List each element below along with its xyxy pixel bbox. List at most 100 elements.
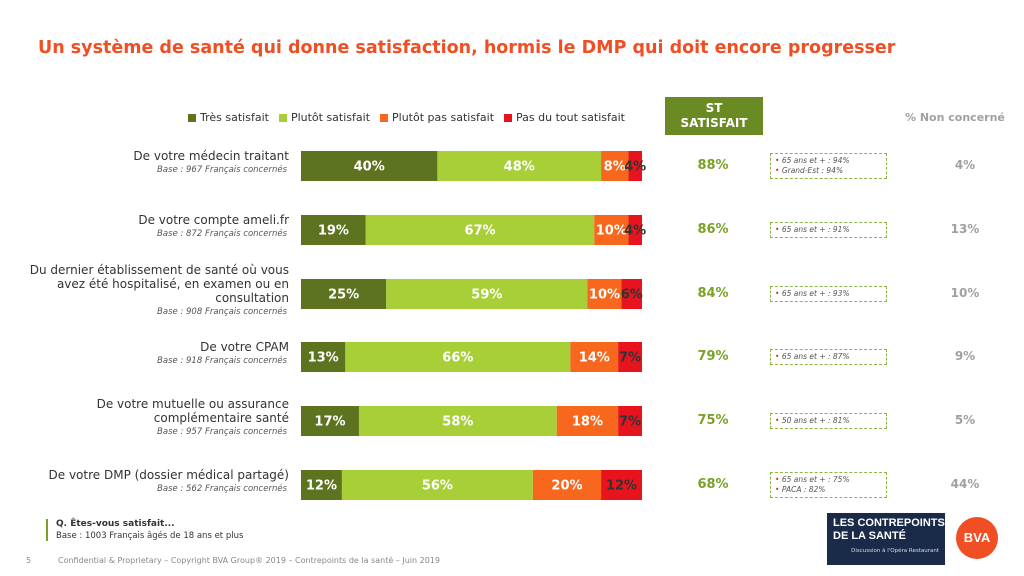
legend-swatch-pas-du-tout bbox=[504, 113, 513, 122]
bar-value-label: 40% bbox=[354, 160, 385, 175]
bar-segment bbox=[532, 470, 602, 500]
bar-segment bbox=[301, 406, 359, 436]
non-concerne-header: % Non concerné bbox=[905, 111, 1005, 124]
bar-value-label: 4% bbox=[624, 224, 646, 239]
logo-line-1: LES CONTREPOINTS bbox=[833, 517, 945, 529]
legend-label-pas-du-tout: Pas du tout satisfait bbox=[516, 111, 625, 124]
row-base: Base : 957 Français concernés bbox=[157, 427, 287, 437]
segment-note: 65 ans et + : 94% bbox=[775, 156, 882, 166]
row-label: De votre médecin traitant bbox=[133, 149, 289, 163]
segment-note-box: 65 ans et + : 91% bbox=[770, 222, 887, 238]
bar-segment bbox=[621, 279, 642, 309]
legend-label-plutot: Plutôt satisfait bbox=[290, 111, 371, 124]
non-concerne-value: 4% bbox=[954, 158, 976, 172]
bar-value-label: 10% bbox=[596, 224, 627, 239]
question-base: Base : 1003 Français âgés de 18 ans et p… bbox=[56, 531, 244, 541]
segment-note: 65 ans et + : 87% bbox=[775, 352, 882, 362]
bar-segment bbox=[618, 342, 642, 372]
bar-segment bbox=[301, 151, 438, 181]
non-concerne-value: 9% bbox=[954, 349, 976, 363]
row-base: Base : 967 Français concernés bbox=[157, 165, 287, 175]
segment-note: 65 ans et + : 93% bbox=[775, 289, 882, 299]
non-concerne-value: 5% bbox=[954, 413, 976, 427]
question-text: Q. Êtes-vous satisfait... bbox=[56, 519, 175, 529]
st-satisfait-value: 88% bbox=[697, 158, 729, 173]
st-satisfait-header: ST SATISFAIT bbox=[665, 97, 763, 135]
legend-label-tres: Très satisfait bbox=[200, 111, 269, 124]
bar-value-label: 19% bbox=[318, 224, 349, 239]
bar-segment bbox=[386, 279, 588, 309]
bar-value-label: 58% bbox=[442, 415, 473, 430]
logo-line-2: DE LA SANTÉ bbox=[833, 530, 906, 542]
segment-note-box: 50 ans et + : 81% bbox=[770, 413, 887, 429]
legend-swatch-plutot bbox=[278, 113, 287, 122]
bar-value-label: 8% bbox=[604, 160, 626, 175]
bar-segment bbox=[570, 342, 619, 372]
bar-value-label: 56% bbox=[422, 479, 453, 494]
bar-segment bbox=[587, 279, 622, 309]
st-header-text: ST SATISFAIT bbox=[680, 101, 747, 130]
segment-note-box: 65 ans et + : 94%Grand-Est : 94% bbox=[770, 153, 887, 179]
bar-segment bbox=[358, 406, 557, 436]
st-header-line: SATISFAIT bbox=[680, 116, 748, 130]
row-label: De votre DMP (dossier médical partagé) bbox=[48, 468, 289, 482]
footer-copyright: Confidential & Proprietary – Copyright B… bbox=[58, 556, 440, 565]
legend-item-tres: Très satisfait bbox=[188, 111, 269, 124]
row-label: De votre mutuelle ou assurance complémen… bbox=[96, 397, 289, 425]
bar-segment bbox=[301, 342, 346, 372]
row-base: Base : 918 Français concernés bbox=[157, 356, 287, 366]
row-label: De votre CPAM bbox=[200, 340, 289, 354]
bar-value-label: 67% bbox=[464, 224, 495, 239]
bar-segment bbox=[594, 215, 629, 245]
st-satisfait-value: 68% bbox=[697, 477, 729, 492]
bar-segment bbox=[628, 215, 642, 245]
legend-swatch-tres bbox=[188, 113, 196, 122]
bar-value-label: 12% bbox=[606, 479, 637, 494]
bar-value-label: 7% bbox=[619, 415, 641, 430]
non-concerne-value: 13% bbox=[950, 222, 980, 236]
bar-value-label: 66% bbox=[442, 351, 473, 366]
st-satisfait-value: 84% bbox=[697, 286, 729, 301]
bva-logo: BVA bbox=[956, 517, 998, 559]
bar-value-label: 4% bbox=[624, 160, 646, 175]
bar-value-label: 14% bbox=[579, 351, 610, 366]
st-satisfait-value: 79% bbox=[697, 349, 729, 364]
bar-value-label: 48% bbox=[504, 160, 535, 175]
bar-segment bbox=[601, 470, 642, 500]
bar-value-label: 12% bbox=[306, 479, 337, 494]
bar-segment bbox=[301, 215, 366, 245]
bar-value-label: 6% bbox=[621, 288, 643, 303]
bar-segment bbox=[301, 279, 387, 309]
question-block: Q. Êtes-vous satisfait... Base : 1003 Fr… bbox=[46, 519, 243, 541]
row-base: Base : 908 Français concernés bbox=[157, 307, 287, 317]
bar-segment bbox=[301, 470, 342, 500]
segment-note-box: 65 ans et + : 75%PACA : 82% bbox=[770, 472, 887, 498]
non-concerne-value: 10% bbox=[950, 286, 980, 300]
page-title: Un système de santé qui donne satisfacti… bbox=[38, 38, 896, 58]
chart-legend: Très satisfait Plutôt satisfait Plutôt p… bbox=[188, 111, 625, 124]
legend-label-plutot-pas: Plutôt pas satisfait bbox=[392, 111, 495, 124]
legend-item-plutot-pas: Plutôt pas satisfait bbox=[380, 111, 494, 124]
bar-value-label: 59% bbox=[471, 288, 502, 303]
bar-segment bbox=[618, 406, 642, 436]
contrepoints-logo: LES CONTREPOINTS DE LA SANTÉ Discussion … bbox=[827, 513, 945, 565]
segment-note: 65 ans et + : 91% bbox=[775, 225, 882, 235]
bar-segment bbox=[556, 406, 619, 436]
bar-value-label: 13% bbox=[308, 351, 339, 366]
segment-note: 65 ans et + : 75% bbox=[775, 475, 882, 485]
legend-item-pas-du-tout: Pas du tout satisfait bbox=[504, 111, 625, 124]
non-concerne-value: 44% bbox=[950, 477, 980, 491]
segment-note-box: 65 ans et + : 93% bbox=[770, 286, 887, 302]
st-satisfait-value: 75% bbox=[697, 413, 729, 428]
bar-value-label: 18% bbox=[572, 415, 603, 430]
row-label: De votre compte ameli.fr bbox=[138, 213, 289, 227]
row-base: Base : 562 Français concernés bbox=[157, 484, 287, 494]
bar-segment bbox=[365, 215, 595, 245]
bar-segment bbox=[345, 342, 571, 372]
bar-segment bbox=[628, 151, 642, 181]
page-number: 5 bbox=[26, 556, 32, 565]
st-satisfait-value: 86% bbox=[697, 222, 729, 237]
logo-line-3: Discussion à l'Opéra Restaurant bbox=[851, 548, 939, 554]
bar-value-label: 17% bbox=[314, 415, 345, 430]
